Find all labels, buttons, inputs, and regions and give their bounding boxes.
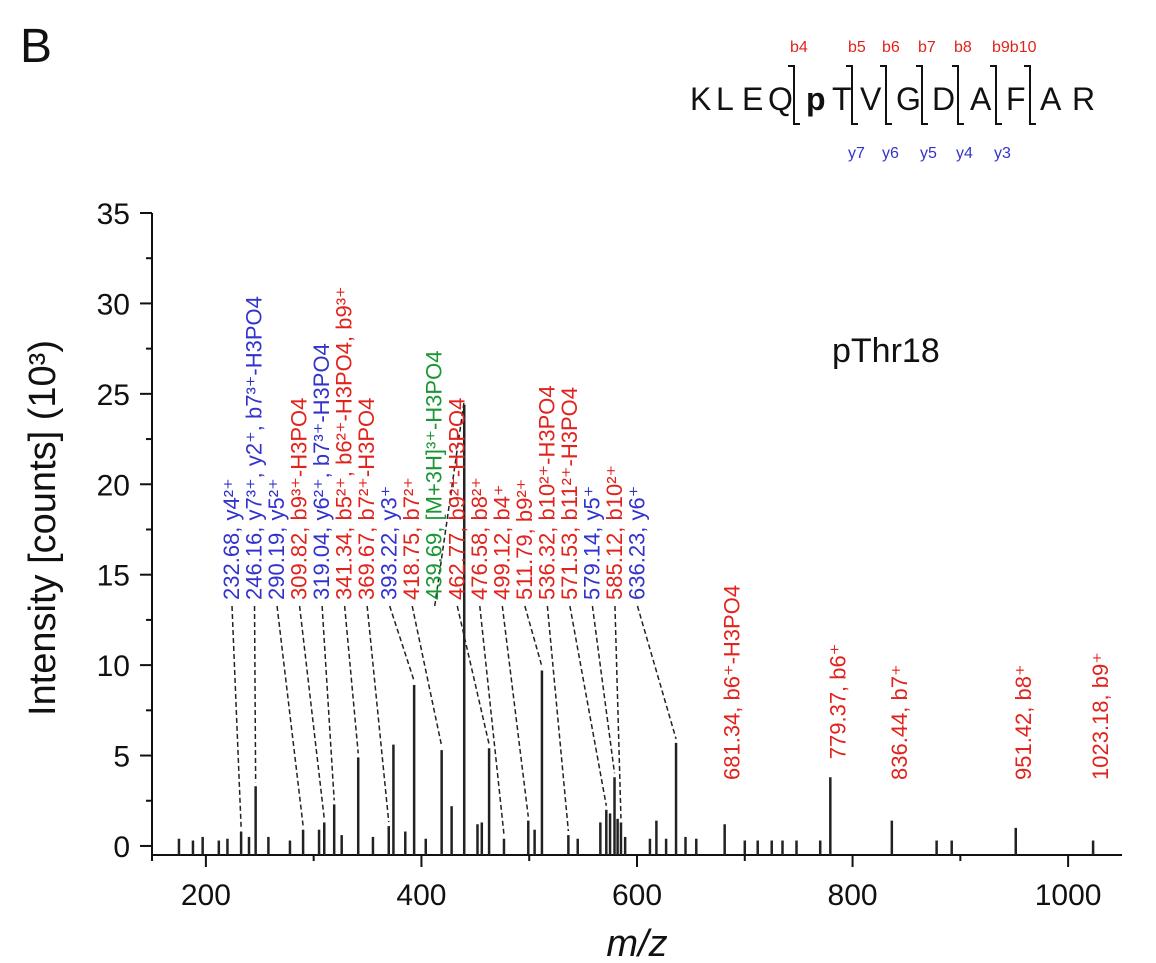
peak-label-leader	[569, 605, 608, 806]
sequence-residue: L	[716, 81, 734, 117]
y-ion-label: y5	[920, 145, 937, 162]
fragment-bracket	[990, 65, 1002, 125]
sequence-residue: Q	[768, 81, 793, 117]
peak-label-leader	[636, 605, 677, 740]
peak-label-leader	[298, 605, 325, 819]
fragment-bracket	[1024, 65, 1036, 125]
y-tick-label: 35	[97, 198, 130, 231]
y-tick-label: 5	[113, 741, 130, 774]
sequence-residue: A	[1040, 81, 1062, 117]
peak-label-leader	[546, 605, 570, 832]
sequence-residue: T	[832, 81, 852, 117]
peak-label: 232.68, y4²⁺	[219, 478, 244, 600]
peak-label: 536.32, b10²⁺-H3PO4	[534, 385, 559, 600]
peak-label: 1023.18, b9⁺	[1088, 652, 1113, 780]
plot-area: 0 5 10 15 20 25 30 35 200 400 600 800 1000 232.68, y4…	[97, 198, 1122, 912]
peak-label-leader	[366, 605, 390, 823]
fragment-bracket	[788, 65, 800, 125]
peak-label-leader	[479, 605, 505, 835]
peak-label: 476.58, b8²⁺	[467, 477, 492, 600]
peak-label-leader	[614, 605, 622, 819]
b-ion-label: b4	[790, 39, 808, 56]
peak-label: 951.42, b8⁺	[1011, 664, 1036, 780]
peak-label: 309.82, b9³⁺-H3PO4	[287, 398, 312, 600]
peak-label: 418.75, b7²⁺	[399, 477, 424, 600]
peak-label: 319.04, y6²⁺, b7³⁺-H3PO4	[309, 343, 334, 600]
sequence-residue: K	[690, 81, 711, 117]
peak-label-leader	[501, 605, 530, 817]
peak-label-leader	[524, 605, 543, 667]
pthr-annotation: pThr18	[832, 332, 940, 370]
y-tick-label: 20	[97, 469, 130, 502]
y-axis-title: Intensity [counts] (10³)	[22, 340, 64, 716]
fragment-bracket	[846, 65, 858, 125]
x-tick-label: 600	[612, 879, 662, 912]
peak-label-leader	[591, 605, 616, 774]
peak-label-leader	[231, 605, 242, 828]
b-ion-label: b9b10	[992, 39, 1037, 56]
peak-label: 571.53, b11²⁺-H3PO4	[557, 387, 582, 600]
peak-label-leader	[388, 605, 415, 682]
y-tick-label: 25	[97, 379, 130, 412]
peak-label-leader	[321, 605, 335, 801]
y-ion-label: y3	[994, 145, 1011, 162]
y-tick-label: 30	[97, 288, 130, 321]
peak-label: 246.16, y7³⁺, y2⁺, b7³⁺-H3PO4	[242, 296, 267, 600]
y-ion-label: y6	[882, 145, 899, 162]
x-axis-title: m/z	[606, 923, 667, 963]
peak-label: 585.12, b10²⁺	[602, 465, 627, 600]
peak-label-leader	[433, 400, 465, 607]
sequence-residue: V	[860, 81, 882, 117]
b-ion-label: b6	[882, 39, 900, 56]
peak-label: 836.44, b7⁺	[887, 664, 912, 780]
x-tick-label: 800	[828, 879, 878, 912]
sequence-residue: G	[896, 81, 921, 117]
sequence-residue: F	[1006, 81, 1026, 117]
y-tick-label: 10	[97, 650, 130, 683]
peak-label: 681.34, b6⁺-H3PO4	[720, 585, 745, 780]
peak-label-leader	[456, 605, 490, 745]
fragment-bracket	[880, 65, 892, 125]
peak-label: 499.12, b4⁺	[489, 484, 514, 600]
sequence-residue: D	[932, 81, 955, 117]
x-tick-label: 200	[181, 879, 231, 912]
peak-label-leader	[276, 605, 304, 826]
fragment-bracket	[952, 65, 964, 125]
y-ion-label: y7	[848, 145, 865, 162]
peak-label: 779.37, b6⁺	[825, 644, 850, 760]
sequence-residue: E	[742, 81, 763, 117]
sequence-residue: R	[1072, 81, 1095, 117]
peak-label-leader	[411, 605, 443, 747]
x-tick-label: 1000	[1035, 879, 1102, 912]
peak-label: 393.22, y3⁺	[377, 486, 402, 600]
b-ion-label: b7	[918, 39, 936, 56]
y-tick-label: 0	[113, 831, 130, 864]
fragment-bracket	[916, 65, 928, 125]
peak-label: 462.77, b9²⁺-H3PO4	[444, 398, 469, 600]
panel-label: B	[20, 20, 52, 73]
peak-label: 511.79, b9²⁺	[512, 479, 537, 600]
peak-label-leader	[343, 605, 359, 754]
b-ion-label: b8	[954, 39, 972, 56]
sequence-residue: A	[970, 81, 992, 117]
peak-label: 439.69, [M+3H]³⁺-H3PO4	[422, 351, 447, 600]
y-tick-label: 15	[97, 560, 130, 593]
peak-label-leader	[253, 605, 257, 783]
y-ion-label: y4	[956, 145, 973, 162]
b-ion-label: b5	[848, 39, 866, 56]
peak-label: 369.67, b7²⁺-H3PO4	[354, 398, 379, 600]
peak-label: 341.34, b5²⁺, b6²⁺-H3PO4, b9³⁺	[332, 286, 357, 600]
peak-label: 579.14, y5⁺	[579, 486, 604, 600]
sequence-residue: p	[806, 81, 826, 117]
peak-label: 290.19, y5²⁺	[264, 478, 289, 600]
peak-label: 636.23, y6⁺	[624, 486, 649, 600]
x-tick-label: 400	[396, 879, 446, 912]
